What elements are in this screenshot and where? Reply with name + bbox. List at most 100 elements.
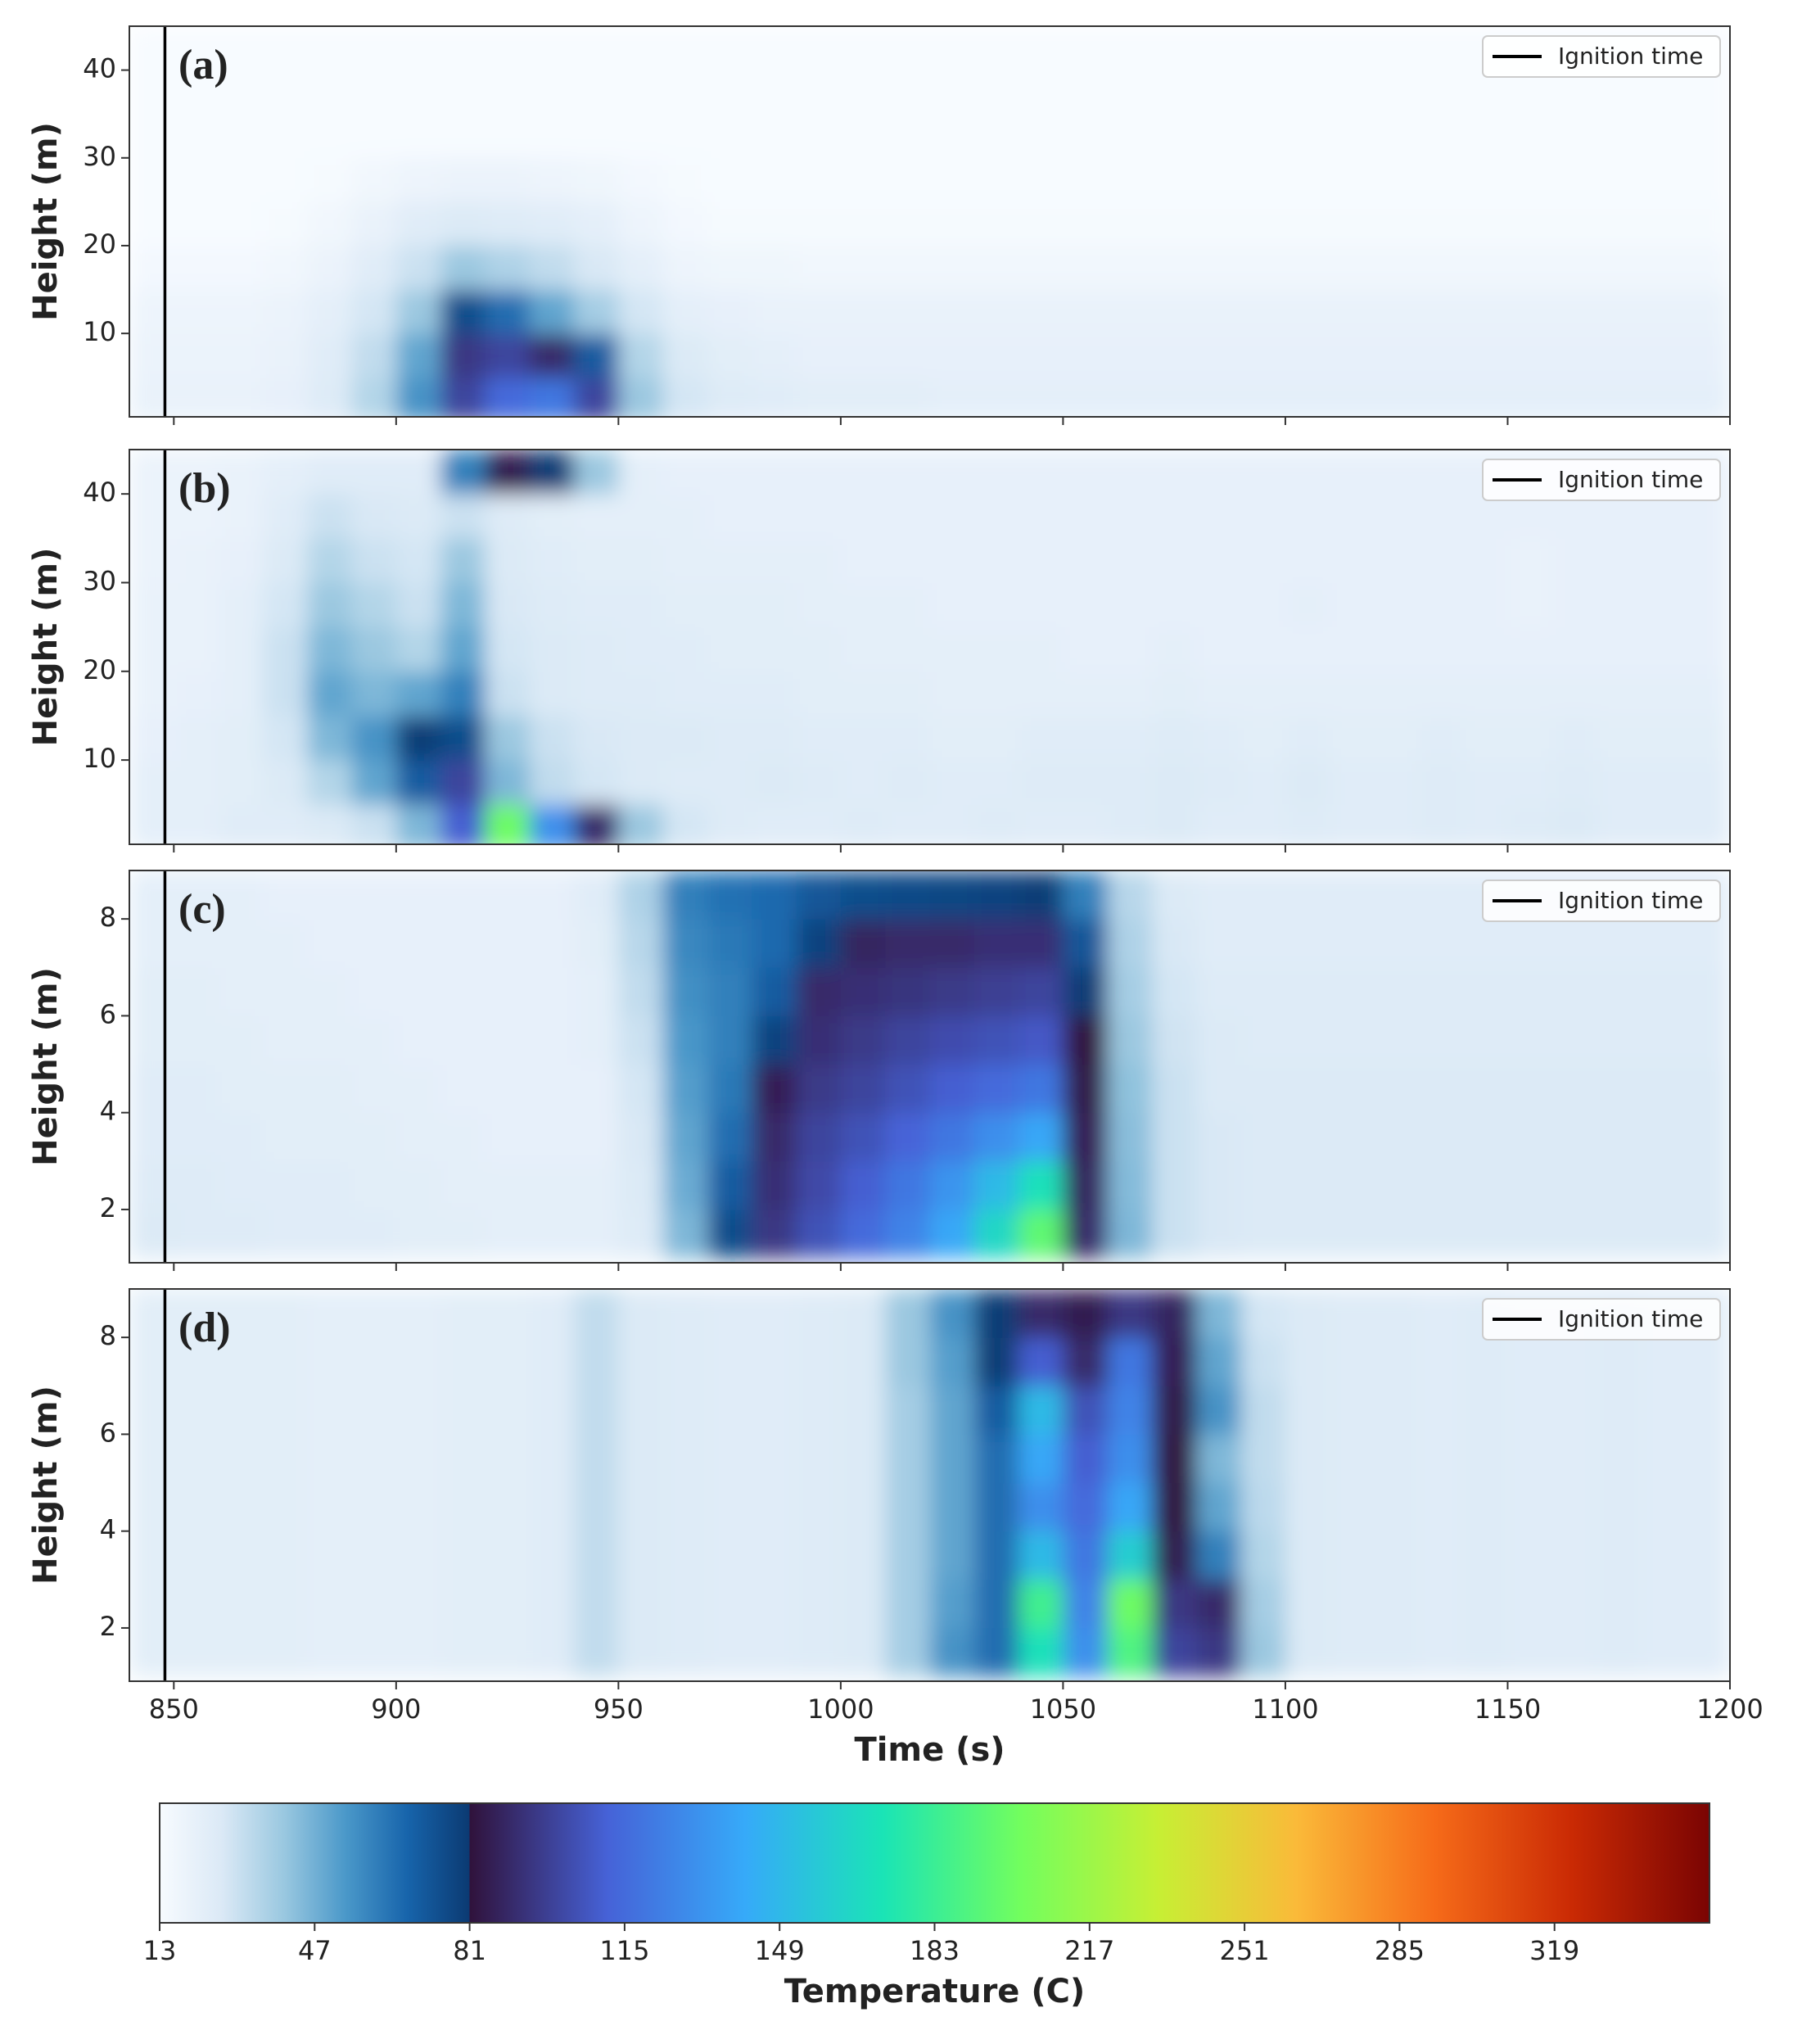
heat-cell xyxy=(174,70,219,115)
heat-cell xyxy=(840,804,886,844)
heat-cell xyxy=(1107,289,1153,334)
heat-cell xyxy=(1374,333,1420,378)
heat-cell xyxy=(485,804,531,844)
heat-cell xyxy=(840,715,886,761)
heat-cell xyxy=(307,70,353,115)
heat-cell xyxy=(218,582,264,628)
heat-cell xyxy=(529,1579,575,1629)
heat-cell xyxy=(1107,377,1153,417)
heat-cell xyxy=(262,967,308,1017)
heat-cell xyxy=(1418,919,1464,968)
heat-cell xyxy=(840,450,886,495)
heat-cell xyxy=(618,1289,664,1338)
heat-cell xyxy=(395,1579,441,1629)
heat-cell xyxy=(707,1064,752,1114)
heat-cell xyxy=(1018,70,1064,115)
heat-cell xyxy=(1463,582,1509,628)
heat-cell xyxy=(351,377,397,417)
heat-cell xyxy=(395,919,441,968)
heat-cell xyxy=(1551,538,1597,584)
heat-cell xyxy=(1018,333,1064,378)
heat-cell xyxy=(1107,70,1153,115)
heat-cell xyxy=(262,1160,308,1210)
heat-cell xyxy=(218,289,264,334)
heat-cell xyxy=(1597,1112,1642,1162)
heat-cell xyxy=(1507,1531,1553,1580)
heat-cell xyxy=(840,671,886,717)
heat-cell xyxy=(1063,114,1109,159)
heat-cell xyxy=(1018,671,1064,717)
heat-cell xyxy=(485,871,531,920)
heat-cell xyxy=(262,1579,308,1629)
heat-cell xyxy=(485,1386,531,1436)
heat-cell xyxy=(1018,1209,1064,1259)
heat-cell xyxy=(1240,871,1286,920)
heat-cell xyxy=(1463,1337,1509,1386)
heat-cell xyxy=(796,626,842,672)
heat-cell xyxy=(707,760,752,805)
heat-cell xyxy=(1463,494,1509,539)
heat-cell xyxy=(796,201,842,246)
heat-cell xyxy=(618,26,664,71)
heat-cell xyxy=(618,1160,664,1210)
heat-cell xyxy=(1107,1579,1153,1629)
heat-cell xyxy=(485,582,531,628)
heat-cell xyxy=(1641,538,1687,584)
heat-cell xyxy=(262,377,308,417)
heat-cell xyxy=(395,377,441,417)
heat-cell xyxy=(1418,1289,1464,1338)
heat-cell xyxy=(1330,450,1375,495)
heat-cell xyxy=(174,582,219,628)
heat-cell xyxy=(1551,1337,1597,1386)
heat-cell xyxy=(129,333,174,378)
heat-cell xyxy=(307,626,353,672)
heat-cell xyxy=(1196,671,1242,717)
heat-cell xyxy=(129,1112,174,1162)
heat-cell xyxy=(1240,1015,1286,1065)
heat-cell xyxy=(574,715,619,761)
heat-cell xyxy=(840,289,886,334)
heat-cell xyxy=(662,70,708,115)
heat-cell xyxy=(973,333,1019,378)
heat-cell xyxy=(1597,1209,1642,1259)
heat-cell xyxy=(1152,1112,1197,1162)
heat-cell xyxy=(174,114,219,159)
heat-cell xyxy=(1374,26,1420,71)
heat-cell xyxy=(218,1064,264,1114)
heat-cell xyxy=(1285,715,1330,761)
heat-cell xyxy=(1551,1015,1597,1065)
heat-cell xyxy=(1685,715,1730,761)
heat-cell xyxy=(529,377,575,417)
heat-cell xyxy=(1597,967,1642,1017)
heat-cell xyxy=(840,538,886,584)
heat-cell xyxy=(929,333,975,378)
legend-label: Ignition time xyxy=(1558,887,1703,914)
heat-cell xyxy=(395,1015,441,1065)
heat-cell xyxy=(1330,967,1375,1017)
heat-cell xyxy=(796,715,842,761)
heat-cell xyxy=(662,1064,708,1114)
heat-cell xyxy=(351,715,397,761)
heat-cell xyxy=(840,1627,886,1677)
heat-cell xyxy=(707,494,752,539)
heat-cell xyxy=(1285,245,1330,291)
heat-cell xyxy=(440,1482,486,1532)
heat-cell xyxy=(707,1160,752,1210)
heat-cell xyxy=(440,967,486,1017)
heat-cell xyxy=(1196,538,1242,584)
heat-cell xyxy=(1063,1209,1109,1259)
heat-cell xyxy=(1018,114,1064,159)
heat-cell xyxy=(218,1627,264,1677)
heat-cell xyxy=(752,450,797,495)
heat-cell xyxy=(1551,494,1597,539)
heat-cell xyxy=(840,114,886,159)
colorbar-tick-label: 183 xyxy=(910,1935,960,1966)
heat-cell xyxy=(574,538,619,584)
heat-cell xyxy=(618,1015,664,1065)
heat-cell xyxy=(1285,626,1330,672)
heat-cell xyxy=(707,626,752,672)
heat-cell xyxy=(1685,1531,1730,1580)
heat-cell xyxy=(1641,157,1687,202)
heat-cell xyxy=(618,377,664,417)
heat-cell xyxy=(129,1434,174,1484)
